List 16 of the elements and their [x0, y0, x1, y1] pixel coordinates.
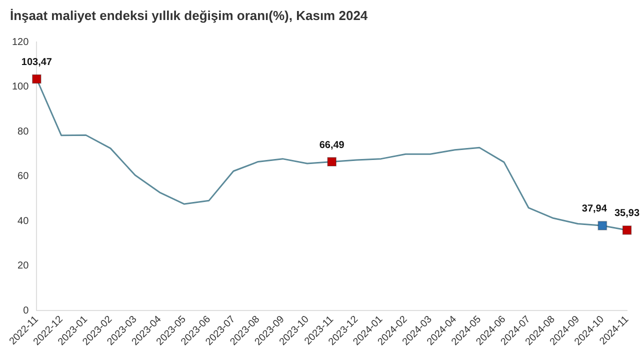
chart-title: İnşaat maliyet endeksi yıllık değişim oranı(%), Kasım 2024 — [9, 7, 369, 25]
data-label: 37,94 — [582, 204, 608, 215]
y-tick-label: 60 — [18, 171, 30, 182]
point — [32, 74, 42, 84]
data-label: 35,93 — [614, 208, 640, 220]
point — [598, 220, 608, 230]
y-tick-label: 40 — [18, 216, 30, 227]
y-tick-label: 0 — [23, 305, 30, 316]
point — [327, 157, 337, 166]
data-label: 103,47 — [21, 56, 52, 68]
y-tick-label: 100 — [12, 82, 30, 93]
data-label: 66,49 — [319, 140, 345, 151]
point — [622, 225, 632, 235]
y-tick-label: 120 — [12, 36, 30, 48]
y-tick-label: 80 — [18, 126, 30, 138]
y-tick-label: 20 — [18, 260, 30, 272]
